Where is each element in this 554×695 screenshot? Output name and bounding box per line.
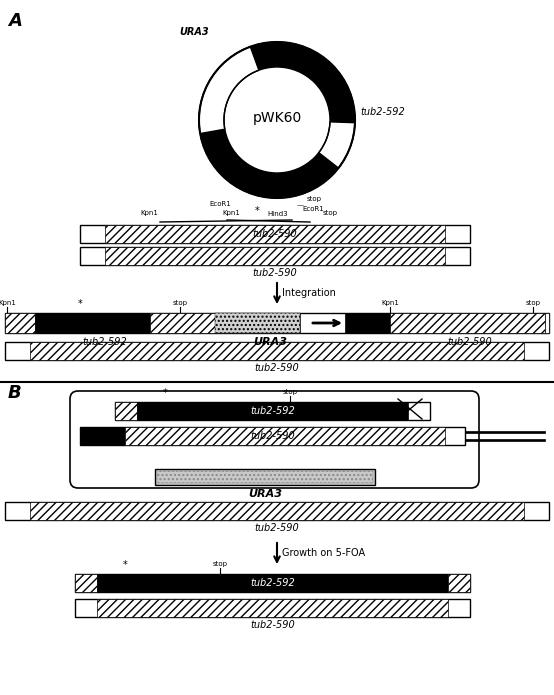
- Text: stop: stop: [283, 389, 297, 395]
- Text: stop: stop: [172, 300, 187, 306]
- Bar: [545, 313, 549, 333]
- Text: tub2-592: tub2-592: [250, 406, 295, 416]
- Text: Kpn1: Kpn1: [381, 300, 399, 306]
- Bar: [157, 471, 373, 483]
- Bar: [115, 402, 137, 420]
- Text: tub2-590: tub2-590: [250, 620, 295, 630]
- Bar: [215, 313, 300, 333]
- Text: Integration: Integration: [282, 288, 336, 298]
- Bar: [115, 402, 430, 420]
- Text: stop: stop: [213, 561, 228, 567]
- Text: tub2-590: tub2-590: [255, 363, 299, 373]
- Text: EcoR1: EcoR1: [302, 206, 324, 212]
- Text: Kpn1: Kpn1: [0, 300, 16, 306]
- Bar: [215, 313, 300, 333]
- Text: URA3: URA3: [179, 27, 209, 37]
- Text: tub2-590: tub2-590: [250, 431, 295, 441]
- Wedge shape: [319, 122, 355, 168]
- Text: *: *: [122, 560, 127, 570]
- Text: —: —: [296, 202, 304, 208]
- Bar: [75, 574, 97, 592]
- Text: *: *: [163, 388, 167, 398]
- Bar: [80, 427, 465, 445]
- Bar: [30, 342, 524, 360]
- Text: tub2-592: tub2-592: [250, 578, 295, 588]
- Circle shape: [224, 67, 330, 173]
- Text: Growth on 5-FOA: Growth on 5-FOA: [282, 548, 365, 559]
- Text: stop: stop: [322, 210, 337, 216]
- Text: tub2-590: tub2-590: [253, 229, 297, 239]
- Text: tub2-592: tub2-592: [83, 337, 127, 347]
- Text: *: *: [255, 206, 259, 216]
- Bar: [465, 439, 545, 441]
- Text: tub2-590: tub2-590: [255, 523, 299, 533]
- Text: pWK60: pWK60: [253, 111, 301, 125]
- Bar: [137, 402, 408, 420]
- Bar: [105, 247, 445, 265]
- Text: EcoR1: EcoR1: [209, 201, 231, 207]
- Text: Kpn1: Kpn1: [140, 210, 158, 216]
- Text: tub2-592: tub2-592: [360, 107, 405, 117]
- Bar: [80, 247, 470, 265]
- Text: stop: stop: [526, 300, 541, 306]
- Bar: [35, 313, 150, 333]
- Text: A: A: [8, 12, 22, 30]
- Circle shape: [199, 42, 355, 198]
- Text: tub2-590: tub2-590: [448, 337, 493, 347]
- Bar: [150, 313, 215, 333]
- Bar: [30, 502, 524, 520]
- Bar: [448, 574, 470, 592]
- Bar: [125, 427, 445, 445]
- Bar: [5, 313, 549, 333]
- Wedge shape: [199, 47, 259, 133]
- Bar: [5, 342, 549, 360]
- Bar: [80, 225, 470, 243]
- Text: *: *: [78, 299, 83, 309]
- Bar: [5, 502, 549, 520]
- Bar: [105, 225, 445, 243]
- Bar: [80, 427, 125, 445]
- Bar: [155, 469, 375, 485]
- Text: Hind3: Hind3: [267, 211, 288, 217]
- Text: tub2-590: tub2-590: [253, 268, 297, 278]
- Bar: [345, 313, 390, 333]
- Text: B: B: [8, 384, 22, 402]
- Text: stop: stop: [307, 196, 322, 202]
- Text: URA3: URA3: [248, 489, 282, 499]
- Bar: [465, 431, 545, 433]
- Bar: [390, 313, 545, 333]
- Bar: [5, 313, 35, 333]
- Bar: [97, 574, 448, 592]
- Text: Kpn1: Kpn1: [222, 210, 240, 216]
- Bar: [75, 574, 470, 592]
- Text: URA3: URA3: [253, 337, 287, 347]
- Bar: [75, 599, 470, 617]
- Bar: [97, 599, 448, 617]
